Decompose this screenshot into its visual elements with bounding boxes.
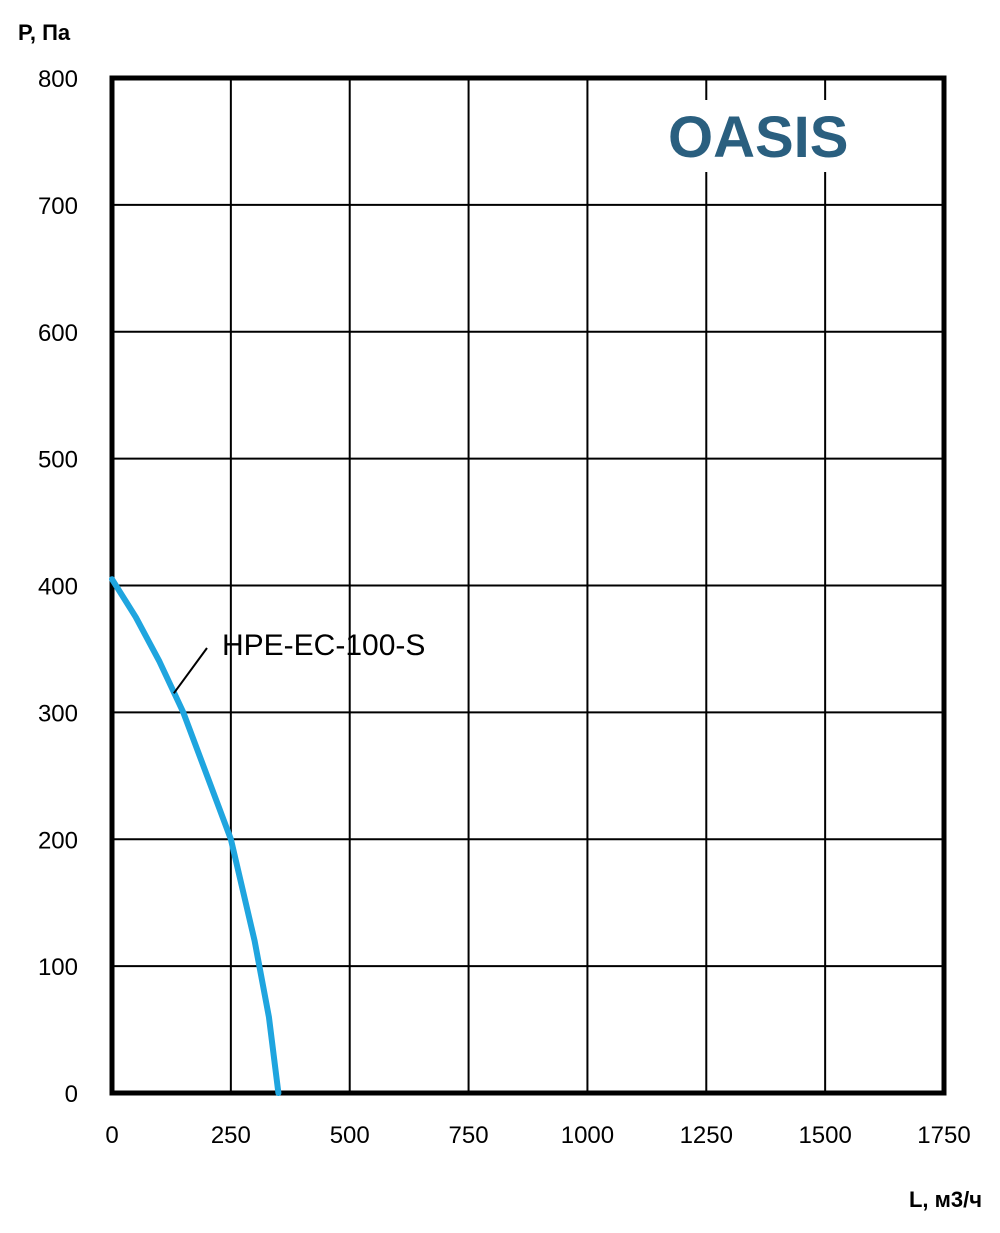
series-label-leader-line — [172, 647, 208, 694]
x-tick-label: 0 — [105, 1122, 118, 1149]
y-tick-label: 400 — [38, 574, 78, 601]
y-tick-label: 300 — [38, 700, 78, 727]
x-tick-label: 250 — [211, 1122, 251, 1149]
brand-logo-background — [662, 100, 862, 172]
y-tick-label: 800 — [38, 66, 78, 93]
series-label: HPE-EC-100-S — [222, 629, 425, 662]
y-tick-label: 500 — [38, 447, 78, 474]
x-tick-label: 1750 — [917, 1122, 970, 1149]
y-axis-title: P, Па — [18, 20, 71, 45]
brand-logo-text: OASIS — [668, 105, 849, 170]
series-group — [109, 576, 282, 1096]
y-tick-label: 600 — [38, 320, 78, 347]
plot-frame — [109, 75, 947, 1096]
y-tick-label: 0 — [65, 1081, 78, 1108]
x-tick-labels: 0 250 500 750 1000 1250 1500 1750 — [105, 1122, 970, 1149]
y-tick-labels: 0 100 200 300 400 500 600 700 800 — [38, 66, 78, 1108]
x-tick-label: 750 — [449, 1122, 489, 1149]
x-tick-label: 500 — [330, 1122, 370, 1149]
brand-logo: OASIS — [662, 100, 862, 172]
x-tick-label: 1250 — [680, 1122, 733, 1149]
y-tick-label: 700 — [38, 193, 78, 220]
x-tick-label: 1000 — [561, 1122, 614, 1149]
y-tick-label: 100 — [38, 954, 78, 981]
y-tick-label: 200 — [38, 827, 78, 854]
x-axis-title: L, м3/ч — [909, 1187, 982, 1212]
series-line — [109, 576, 282, 1096]
x-tick-label: 1500 — [798, 1122, 851, 1149]
grid — [111, 77, 945, 1094]
